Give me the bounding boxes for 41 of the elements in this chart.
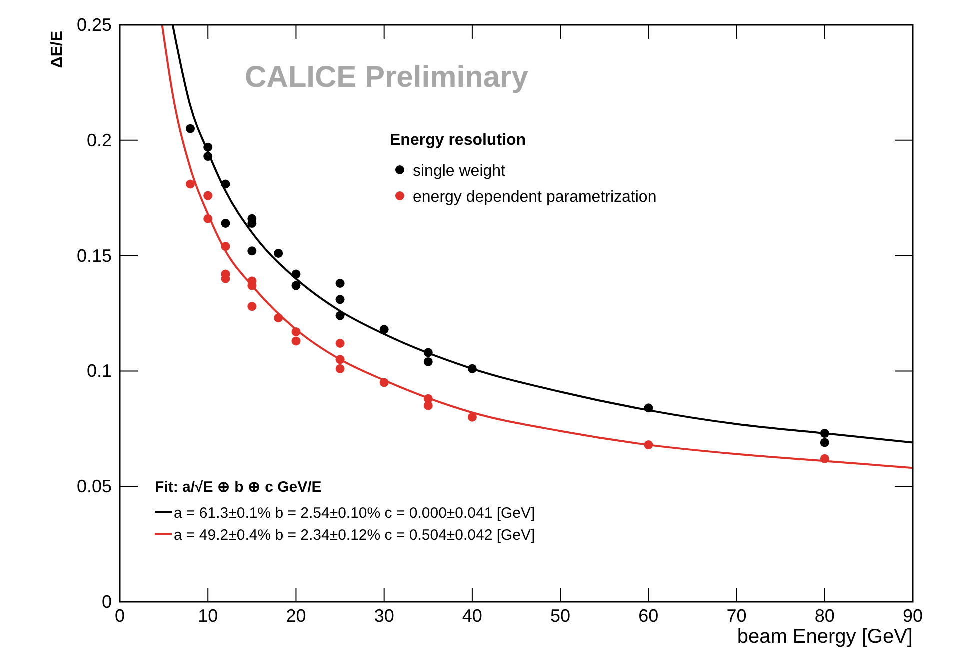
point <box>336 364 345 374</box>
point <box>292 281 301 290</box>
point <box>248 246 257 256</box>
point <box>248 302 257 312</box>
point <box>336 278 345 288</box>
point <box>424 357 433 366</box>
y-tick-label: 0 <box>102 592 112 612</box>
point <box>274 248 284 258</box>
x-tick-label: 80 <box>814 606 835 626</box>
x-axis-title: beam Energy [GeV] <box>737 626 913 648</box>
y-tick-label: 0.25 <box>76 15 112 35</box>
x-tick-label: 50 <box>550 606 571 626</box>
point <box>820 438 830 448</box>
legend-label: a = 61.3±0.1% b = 2.54±0.10% c = 0.000±0.041 [GeV] <box>174 505 536 522</box>
x-tick-label: 40 <box>462 606 482 626</box>
point <box>292 336 301 346</box>
y-tick-label: 0.05 <box>76 476 112 497</box>
annotation: CALICE Preliminary <box>245 61 529 94</box>
x-tick-label: 30 <box>374 606 394 626</box>
point <box>336 339 345 348</box>
point <box>221 218 230 228</box>
y-tick-label: 0.1 <box>86 361 112 382</box>
legend-label: energy dependent parametrization <box>413 189 657 206</box>
x-tick-label: 70 <box>726 606 747 626</box>
y-tick-label: 0.2 <box>86 130 112 150</box>
x-tick-label: 90 <box>902 606 924 626</box>
y-axis-title: ΔE/E <box>49 30 66 68</box>
x-tick-label: 20 <box>286 606 306 626</box>
x-tick-label: 60 <box>638 606 659 626</box>
annotation: Fit: a/√E ⊕ b ⊕ c GeV/E <box>155 479 322 496</box>
legend-label: a = 49.2±0.4% b = 2.34±0.12% c = 0.504±0.042 [GeV] <box>174 527 536 544</box>
x-tick-label: 10 <box>198 606 218 626</box>
legend-title: Energy resolution <box>390 132 526 149</box>
x-tick-label: 0 <box>114 606 126 626</box>
point <box>186 124 195 134</box>
point <box>204 191 213 200</box>
legend-label: single weight <box>413 163 506 180</box>
y-tick-label: 0.15 <box>76 246 112 266</box>
point <box>468 412 477 422</box>
point <box>336 295 345 304</box>
point <box>186 180 195 189</box>
